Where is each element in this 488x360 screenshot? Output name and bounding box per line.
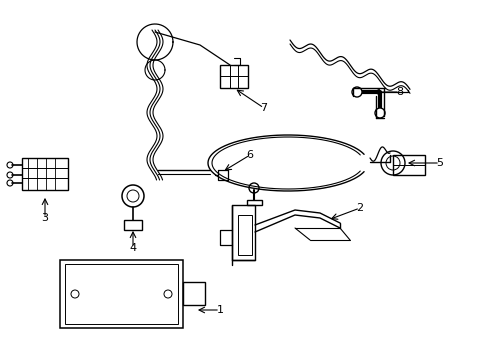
Circle shape bbox=[374, 108, 384, 118]
Text: 6: 6 bbox=[246, 150, 253, 160]
Text: 1: 1 bbox=[216, 305, 223, 315]
Text: 5: 5 bbox=[436, 158, 443, 168]
Text: 7: 7 bbox=[260, 103, 267, 113]
Text: 2: 2 bbox=[356, 203, 363, 213]
Text: 3: 3 bbox=[41, 213, 48, 223]
Circle shape bbox=[351, 87, 361, 97]
Text: 8: 8 bbox=[396, 87, 403, 97]
Text: 4: 4 bbox=[129, 243, 136, 253]
